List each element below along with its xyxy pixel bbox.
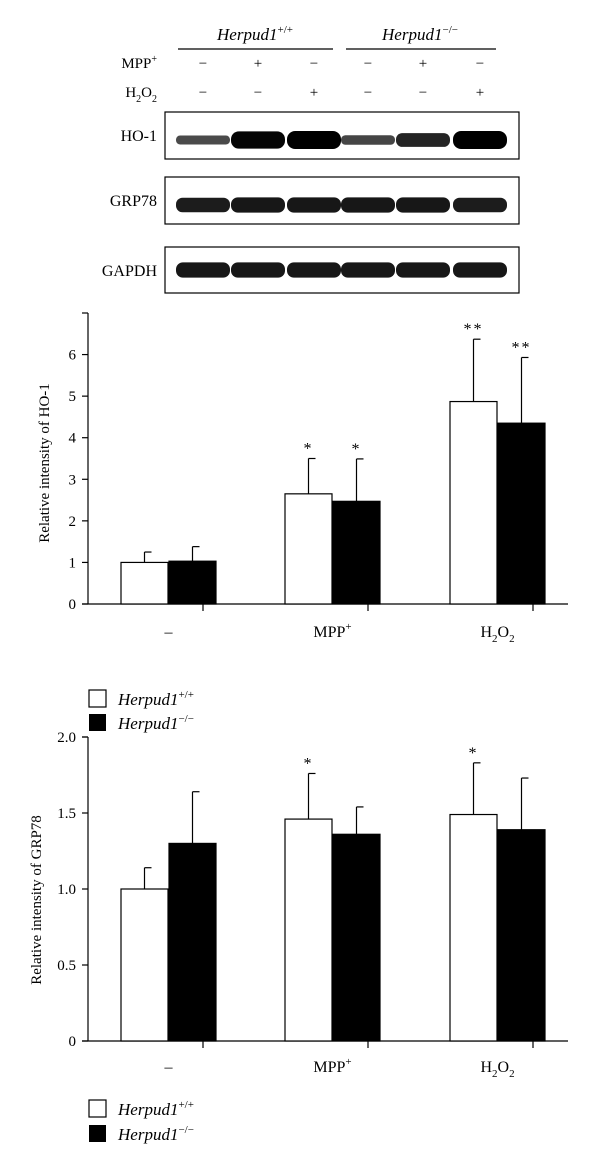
bar (168, 842, 217, 1042)
blot-band (176, 135, 230, 145)
bar (284, 818, 333, 1042)
treatment-label-mpp: MPP+ (121, 54, 157, 72)
genotype-label-ko: Herpud1−/− (381, 24, 458, 44)
y-tick-label: 2.0 (57, 730, 76, 746)
bar (120, 888, 169, 1042)
band-label-grp78: GRP78 (110, 193, 157, 210)
treatment-sign: − (310, 56, 318, 72)
treatment-sign: − (199, 56, 207, 72)
blot-band (453, 197, 507, 213)
bar (332, 833, 381, 1042)
treatment-sign: − (476, 56, 484, 72)
significance-mark: ** (464, 321, 484, 338)
legend-ho1: Herpud1+/+ Herpud1−/− (88, 689, 194, 733)
legend-label-wt: Herpud1+/+ (117, 689, 194, 709)
bar (449, 813, 498, 1042)
y-tick-label: 5 (69, 389, 77, 405)
y-tick-label: 0 (69, 597, 77, 613)
legend-grp78: Herpud1+/+ Herpud1−/− (88, 1099, 194, 1144)
blot-grp78: GRP78 (110, 176, 520, 225)
y-tick-label: 1.5 (57, 806, 76, 822)
bar (120, 561, 169, 605)
y-tick-label: 4 (69, 431, 77, 447)
y-tick-label: 1 (69, 555, 77, 571)
blot-band (287, 262, 341, 278)
treatment-sign: − (364, 56, 372, 72)
chart-grp78: 0 0.5 1.0 1.5 2.0 * * – MPP+ H2O2 (57, 730, 568, 1080)
category-label: – (164, 1059, 174, 1076)
blot-band (287, 131, 341, 149)
legend-label-ko: Herpud1−/− (117, 1124, 194, 1144)
treatment-sign: − (364, 85, 372, 101)
y-tick-label: 2 (69, 514, 77, 530)
bar (497, 829, 546, 1042)
y-tick-label: 3 (69, 472, 77, 488)
bar (497, 422, 546, 605)
treatment-sign: + (310, 85, 318, 101)
treatment-sign: − (199, 85, 207, 101)
legend-swatch-wt (88, 1099, 107, 1118)
treatment-sign: + (254, 56, 262, 72)
blot-band (341, 197, 395, 213)
category-label: MPP+ (313, 621, 351, 641)
band-label-ho1: HO-1 (121, 128, 157, 145)
blot-band (231, 197, 285, 213)
blot-band (341, 262, 395, 278)
blot-band (176, 197, 230, 213)
bar (168, 560, 217, 605)
significance-mark: * (469, 745, 479, 762)
legend-swatch-ko (89, 1125, 106, 1142)
ylabel-ho1: Relative intensity of HO-1 (37, 383, 53, 543)
genotype-label-wt: Herpud1+/+ (216, 24, 293, 44)
blot-band (396, 262, 450, 278)
treatment-label-h2o2: H2O2 (125, 85, 157, 105)
blot-band (231, 262, 285, 278)
y-tick-label: 0.5 (57, 958, 76, 974)
blot-band (453, 131, 507, 149)
blot-gapdh: GAPDH (102, 246, 520, 294)
blot-band (287, 197, 341, 213)
bar (284, 493, 333, 605)
y-tick-label: 1.0 (57, 882, 76, 898)
treatment-sign: + (476, 85, 484, 101)
blot-header: Herpud1+/+ Herpud1−/− MPP+ H2O2 − + − − + − −… (121, 24, 496, 105)
blot-band (396, 133, 450, 147)
bar (449, 400, 498, 605)
blot-band (176, 262, 230, 278)
blot-band (396, 197, 450, 213)
category-label: MPP+ (313, 1056, 351, 1076)
significance-mark: ** (512, 339, 532, 356)
ylabel-grp78: Relative intensity of GRP78 (29, 815, 45, 985)
significance-mark: * (304, 441, 314, 458)
treatment-sign: − (254, 85, 262, 101)
blot-ho1: HO-1 (121, 111, 520, 160)
legend-swatch-ko (89, 714, 106, 731)
category-label: – (164, 624, 174, 641)
legend-label-ko: Herpud1−/− (117, 713, 194, 733)
blot-band (231, 131, 285, 149)
treatment-sign: + (419, 56, 427, 72)
blot-band (341, 135, 395, 145)
legend-label-wt: Herpud1+/+ (117, 1099, 194, 1119)
band-label-gapdh: GAPDH (102, 263, 158, 280)
legend-swatch-wt (88, 689, 107, 708)
category-label: H2O2 (480, 624, 514, 645)
significance-mark: * (304, 755, 314, 772)
treatment-signs-mpp: − + − − + − (199, 56, 484, 72)
treatment-sign: − (419, 85, 427, 101)
category-label: H2O2 (480, 1059, 514, 1080)
blot-band (453, 262, 507, 278)
treatment-signs-h2o2: − − + − − + (199, 85, 484, 101)
significance-mark: * (352, 441, 362, 458)
bar (332, 500, 381, 605)
y-tick-label: 0 (69, 1034, 77, 1050)
y-tick-label: 6 (69, 348, 77, 364)
